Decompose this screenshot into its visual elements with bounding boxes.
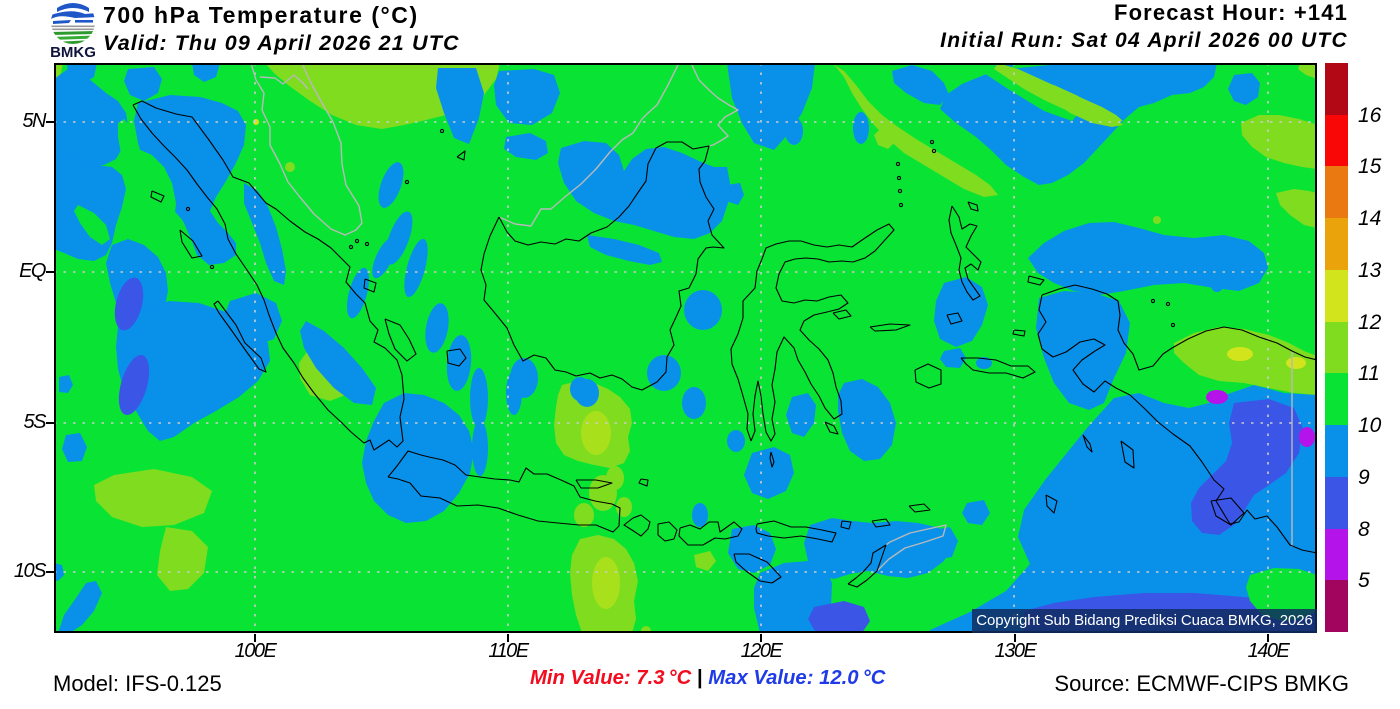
svg-text:BMKG: BMKG <box>50 44 96 60</box>
